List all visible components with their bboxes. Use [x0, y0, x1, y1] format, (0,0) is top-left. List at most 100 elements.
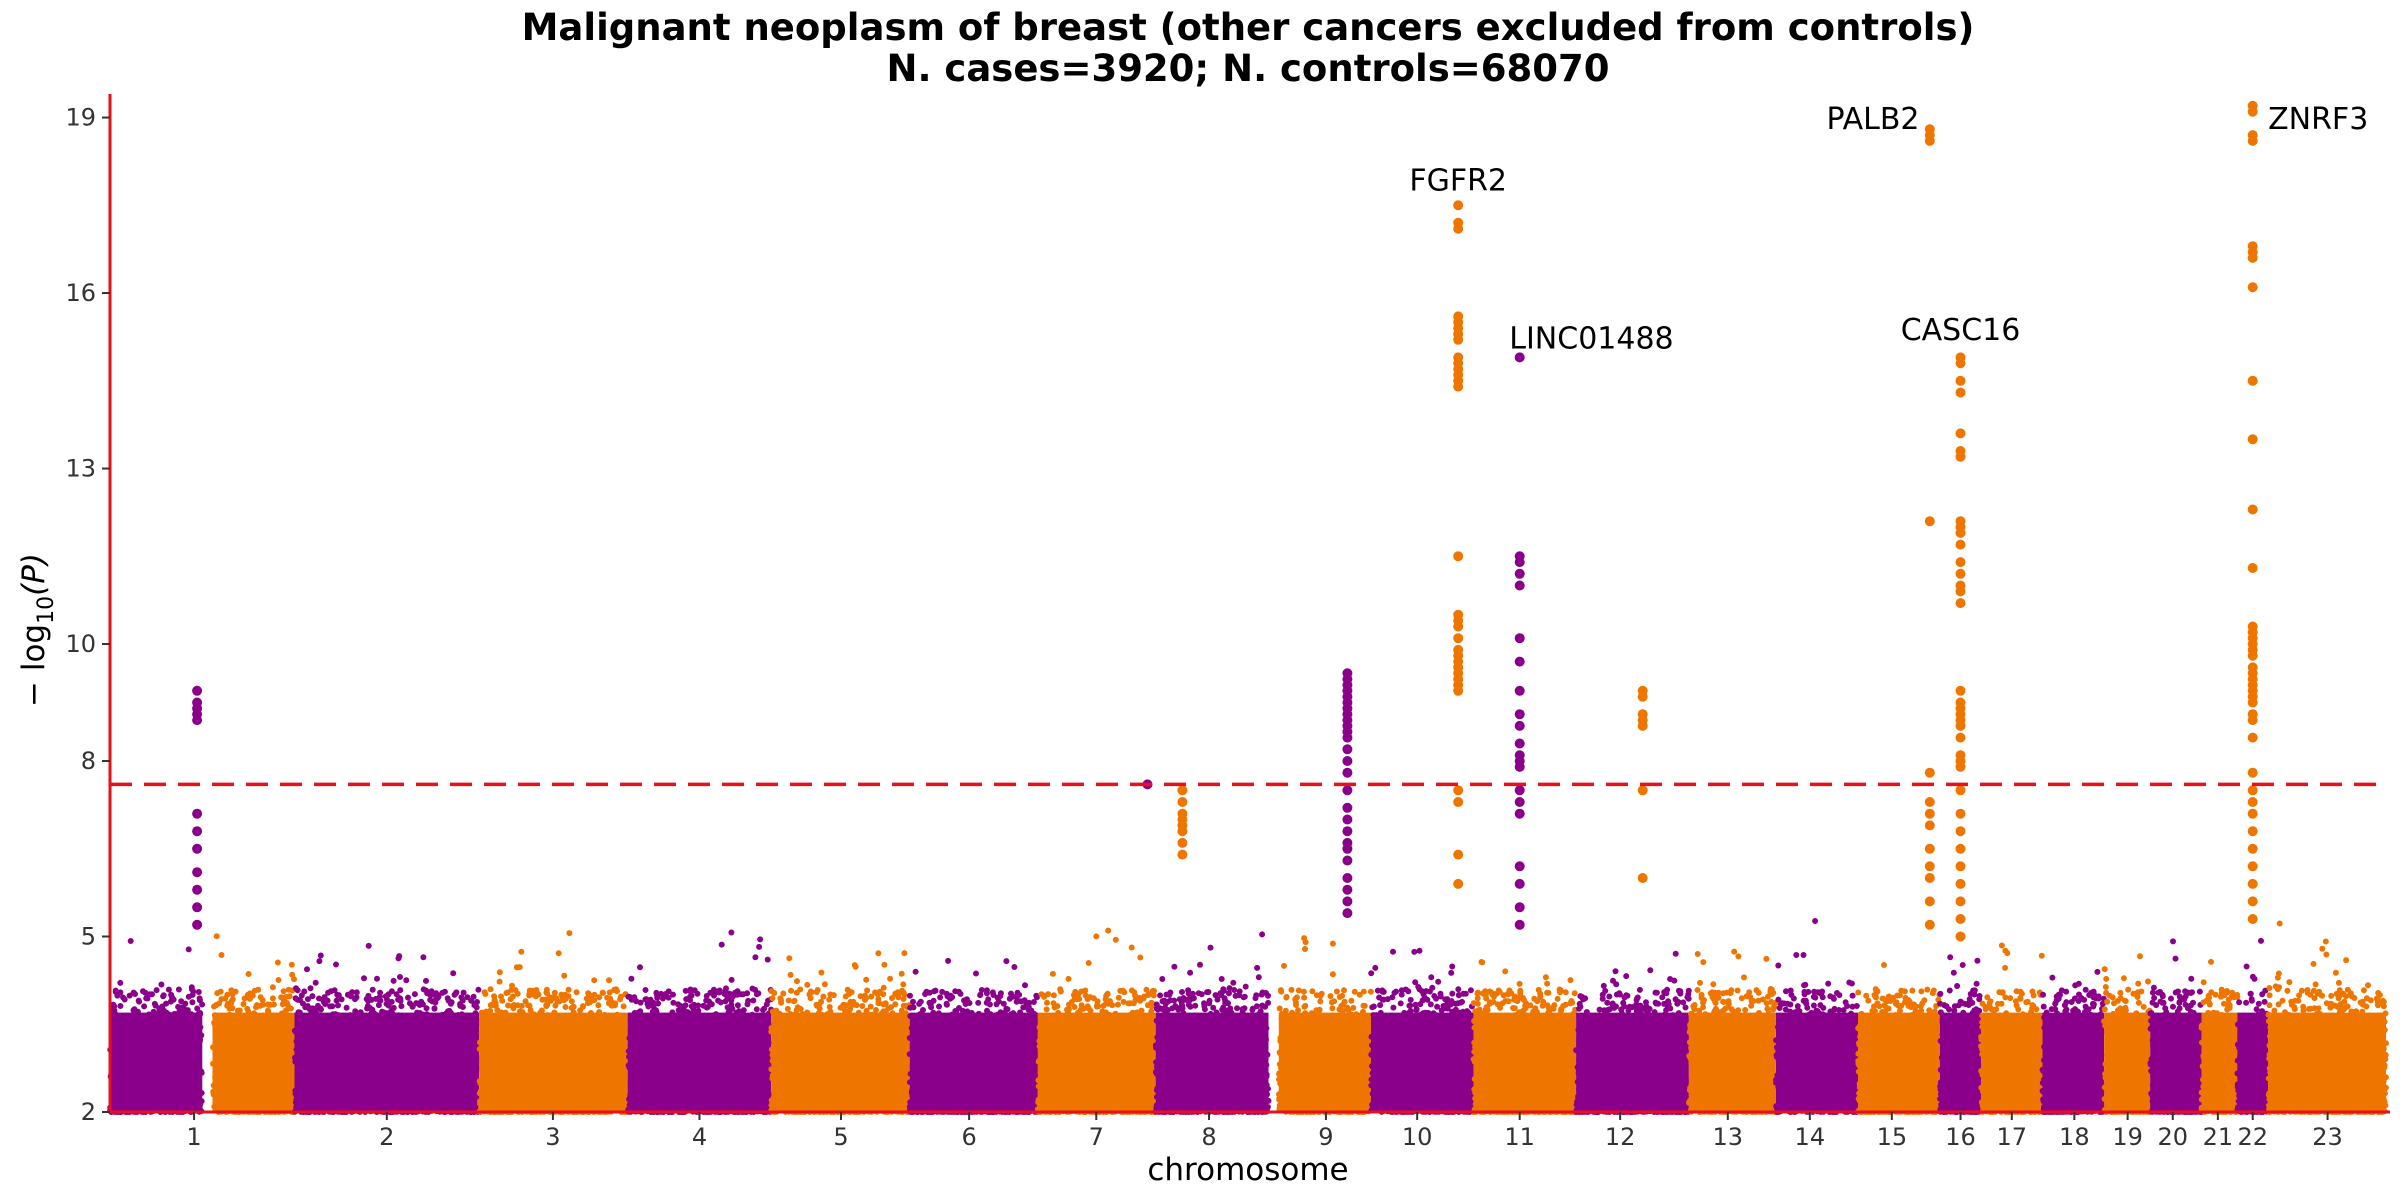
chromosome-17-points: [1978, 942, 2046, 1115]
x-tick-label: 19: [2112, 1123, 2143, 1151]
x-tick-label: 1: [186, 1123, 201, 1151]
x-tick-label: 7: [1089, 1123, 1104, 1151]
peak-5-point: [1514, 633, 1525, 644]
peak-7-point: [1924, 843, 1935, 854]
peak-9-point: [2247, 106, 2258, 117]
peak-7-point: [1924, 896, 1935, 907]
y-tick-label: 5: [81, 923, 96, 951]
peak-0-point: [192, 685, 203, 696]
peak-8-point: [1955, 568, 1966, 579]
peak-9-point: [2247, 878, 2258, 889]
y-axis-label-subscript: 10: [34, 596, 59, 624]
peak-0-point: [192, 843, 203, 854]
peak-9-point: [2247, 715, 2258, 726]
peak-3-point: [1342, 896, 1353, 907]
x-tick-label: 23: [2312, 1123, 2343, 1151]
x-tick-label: 4: [692, 1123, 707, 1151]
peak-4-point: [1453, 334, 1464, 345]
x-tick-label: 3: [545, 1123, 560, 1151]
peak-8-point: [1955, 375, 1966, 386]
peak-5-point: [1514, 685, 1525, 696]
peak-6-point: [1637, 785, 1648, 796]
gene-annotations: FGFR2 LINC01488 PALB2 CASC16 ZNRF3: [1409, 102, 2368, 356]
peak-9-point: [2247, 504, 2258, 515]
chromosome-12-points: [1573, 950, 1692, 1115]
peak-3-point: [1342, 855, 1353, 866]
peak-0-point: [192, 902, 203, 913]
chromosome-23-points: [2265, 920, 2389, 1115]
x-tick-label: 2: [379, 1123, 394, 1151]
peak-4-point: [1453, 685, 1464, 696]
peak-9-point: [2247, 785, 2258, 796]
peak-9-point: [2247, 914, 2258, 924]
peak-3-point: [1342, 873, 1353, 883]
peak-5-point: [1514, 902, 1525, 913]
chromosome-13-points: [1686, 948, 1779, 1115]
x-tick-label: 11: [1504, 1123, 1535, 1151]
peak-5-point: [1514, 720, 1525, 731]
peak-8-point: [1955, 785, 1966, 796]
gene-label-palb2: PALB2: [1826, 102, 1919, 137]
peak-4-point: [1453, 551, 1464, 562]
peak-7-point: [1924, 861, 1935, 872]
x-tick-label: 6: [961, 1123, 976, 1151]
peak-4-point: [1453, 849, 1464, 860]
peak-9-point: [2247, 375, 2258, 386]
chromosome-19-points: [2101, 953, 2154, 1115]
peak-9-point: [2247, 826, 2258, 837]
peak-4-point: [1453, 785, 1464, 796]
peak-8-point: [1955, 896, 1966, 907]
peak-9-point: [2247, 650, 2258, 661]
peak-5-point: [1514, 656, 1525, 667]
peak-8-point: [1955, 685, 1966, 696]
peak-2-point: [1177, 785, 1188, 796]
peak-2-point: [1177, 797, 1188, 807]
peak-4-point: [1453, 200, 1464, 211]
peak-5-point: [1514, 761, 1525, 772]
chromosome-11-points: [1470, 959, 1579, 1115]
chromosome-22-points: [2234, 937, 2272, 1115]
peak-0-point: [192, 715, 203, 726]
peak-8-point: [1955, 878, 1966, 889]
y-axis-ticks: 2 5 8 10 13 16 19: [65, 104, 110, 1126]
peak-8-point: [1955, 861, 1966, 872]
peak-5-point: [1514, 738, 1525, 749]
y-tick-label: 16: [65, 279, 96, 307]
y-axis-label: − log10(P): [16, 553, 59, 707]
peak-9-point: [2247, 808, 2258, 819]
x-tick-label: 21: [2203, 1123, 2234, 1151]
peak-8-point: [1955, 761, 1966, 772]
peak-4-point: [1453, 878, 1464, 889]
x-tick-label: 5: [833, 1123, 848, 1151]
peak-points: [192, 100, 2258, 942]
chart-subtitle: N. cases=3920; N. controls=68070: [887, 47, 1610, 90]
peak-9-point: [2247, 797, 2258, 807]
peak-8-point: [1955, 539, 1966, 550]
peak-4-point: [1453, 223, 1464, 234]
chart-title: Malignant neoplasm of breast (other canc…: [522, 6, 1975, 49]
peak-8-point: [1955, 557, 1966, 568]
peak-7-point: [1924, 767, 1935, 778]
peak-2-point: [1177, 826, 1188, 837]
peak-3-point: [1342, 756, 1353, 766]
peak-8-point: [1955, 914, 1966, 924]
peak-7-point: [1924, 516, 1935, 527]
chromosome-21-points: [2198, 958, 2241, 1115]
peak-8-point: [1955, 808, 1966, 819]
y-tick-label: 13: [65, 455, 96, 483]
peak-8-point: [1955, 387, 1966, 398]
x-tick-label: 20: [2157, 1123, 2188, 1151]
peak-3-point: [1342, 802, 1353, 813]
peak-8-point: [1955, 527, 1966, 538]
peak-5-point: [1514, 808, 1525, 819]
y-axis-label-suffix: (P): [16, 553, 52, 596]
chromosome-14-points: [1773, 918, 1861, 1115]
peak-4-point: [1453, 621, 1464, 632]
peak-5-point: [1514, 785, 1525, 796]
gene-label-znrf3: ZNRF3: [2268, 102, 2368, 137]
x-tick-label: 9: [1318, 1123, 1333, 1151]
y-tick-label: 19: [65, 104, 96, 132]
peak-4-point: [1453, 381, 1464, 392]
peak-5-point: [1514, 580, 1525, 591]
